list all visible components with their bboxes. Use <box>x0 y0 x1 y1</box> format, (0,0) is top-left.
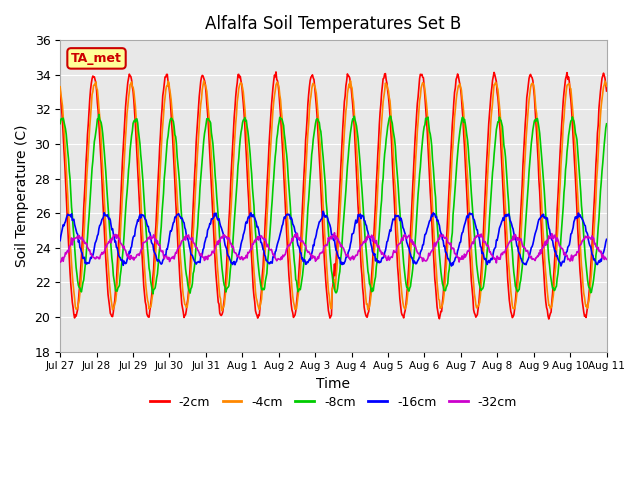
Legend: -2cm, -4cm, -8cm, -16cm, -32cm: -2cm, -4cm, -8cm, -16cm, -32cm <box>145 391 522 414</box>
Text: TA_met: TA_met <box>71 52 122 65</box>
Y-axis label: Soil Temperature (C): Soil Temperature (C) <box>15 125 29 267</box>
X-axis label: Time: Time <box>316 377 350 391</box>
Title: Alfalfa Soil Temperatures Set B: Alfalfa Soil Temperatures Set B <box>205 15 461 33</box>
